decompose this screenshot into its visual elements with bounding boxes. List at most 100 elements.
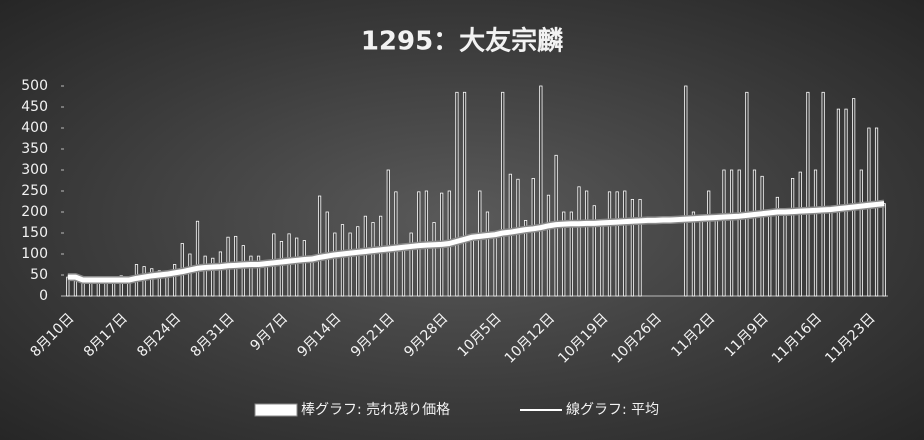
x-tick-label: 10月12日 [502, 310, 558, 366]
bar [188, 253, 192, 297]
x-tick-label: 8月31日 [188, 310, 238, 360]
legend-label: 棒グラフ: 売れ残り価格 [301, 402, 450, 418]
bar [462, 91, 467, 297]
x-tick-label: 8月17日 [81, 310, 131, 360]
bar [607, 191, 612, 297]
x-tick-label: 9月21日 [348, 310, 398, 360]
y-tick-label: 250 [21, 183, 48, 199]
x-tick-label: 10月26日 [609, 310, 665, 366]
x-tick-label: 11月2日 [668, 310, 718, 360]
bar [478, 190, 482, 297]
chart-title: 1295：大友宗麟 [361, 26, 563, 57]
bar [142, 266, 146, 297]
bar [630, 198, 635, 297]
y-tick-label: 450 [21, 99, 48, 115]
bar [348, 232, 352, 297]
bar [615, 191, 619, 297]
bar [211, 257, 215, 297]
bar [333, 232, 337, 297]
bar [432, 222, 436, 297]
x-tick-label: 10月19日 [555, 310, 611, 366]
line [67, 201, 885, 283]
bar [768, 211, 772, 297]
bar [150, 268, 154, 297]
bar [249, 255, 253, 297]
x-tick-label: 10月5日 [455, 310, 505, 360]
y-tick-label: 100 [21, 246, 48, 262]
bar [371, 222, 375, 297]
bar [806, 91, 810, 297]
bar [394, 191, 398, 297]
bar [699, 215, 703, 297]
bar [546, 194, 551, 297]
bar [592, 205, 596, 297]
y-tick-label: 500 [21, 78, 48, 94]
bar [81, 282, 85, 297]
bar [119, 275, 123, 297]
bar [798, 171, 802, 297]
bar [256, 255, 261, 297]
bar [363, 215, 367, 297]
bar [569, 211, 573, 297]
y-tick-label: 400 [21, 120, 48, 136]
bar [836, 108, 841, 297]
bar [173, 264, 177, 297]
bar [600, 219, 604, 297]
bar [516, 178, 520, 297]
bar [722, 169, 726, 297]
bar [859, 169, 863, 297]
bar [485, 211, 490, 297]
y-tick-label: 300 [21, 162, 48, 178]
bar [874, 127, 879, 297]
bar [791, 177, 795, 297]
bar [279, 240, 284, 297]
bar [501, 91, 505, 297]
bar [691, 211, 696, 297]
bar [829, 211, 833, 297]
legend-label: 線グラフ: 平均 [566, 402, 659, 418]
bar [356, 226, 360, 297]
bar [813, 169, 818, 297]
x-tick-label: 8月10日 [27, 310, 77, 360]
bar [379, 215, 383, 297]
bar [195, 220, 200, 297]
bar [386, 169, 390, 297]
bar [638, 198, 642, 297]
x-tick-label: 11月9日 [722, 310, 772, 360]
bar [218, 251, 223, 297]
bar [745, 91, 749, 297]
x-tick-label: 9月7日 [247, 310, 291, 354]
bar [470, 236, 474, 297]
bar [523, 219, 528, 297]
bar [775, 196, 779, 297]
bar [317, 195, 322, 297]
y-tick-label: 150 [21, 225, 48, 241]
bar [157, 270, 161, 297]
x-tick-label: 8月24日 [134, 310, 184, 360]
bar [760, 175, 764, 297]
bar [684, 85, 688, 297]
bar [401, 245, 406, 297]
bar [844, 108, 848, 297]
y-tick-label: 200 [21, 204, 48, 220]
bar [295, 237, 299, 297]
bar [340, 224, 345, 297]
bar [882, 203, 886, 297]
bar [310, 257, 314, 297]
bar [203, 255, 207, 297]
bar [737, 169, 741, 297]
y-tick-label: 50 [30, 267, 48, 283]
bar [585, 190, 589, 297]
bar [241, 245, 245, 297]
bar [531, 177, 535, 297]
y-tick-label: 350 [21, 141, 48, 157]
x-tick-label: 9月14日 [294, 310, 344, 360]
bar [729, 169, 734, 297]
bar [493, 232, 497, 297]
bar [302, 240, 306, 297]
x-tick-label: 11月23日 [822, 310, 878, 366]
bar [714, 215, 718, 297]
bar [409, 232, 413, 297]
x-tick-label: 9月28日 [401, 310, 451, 360]
